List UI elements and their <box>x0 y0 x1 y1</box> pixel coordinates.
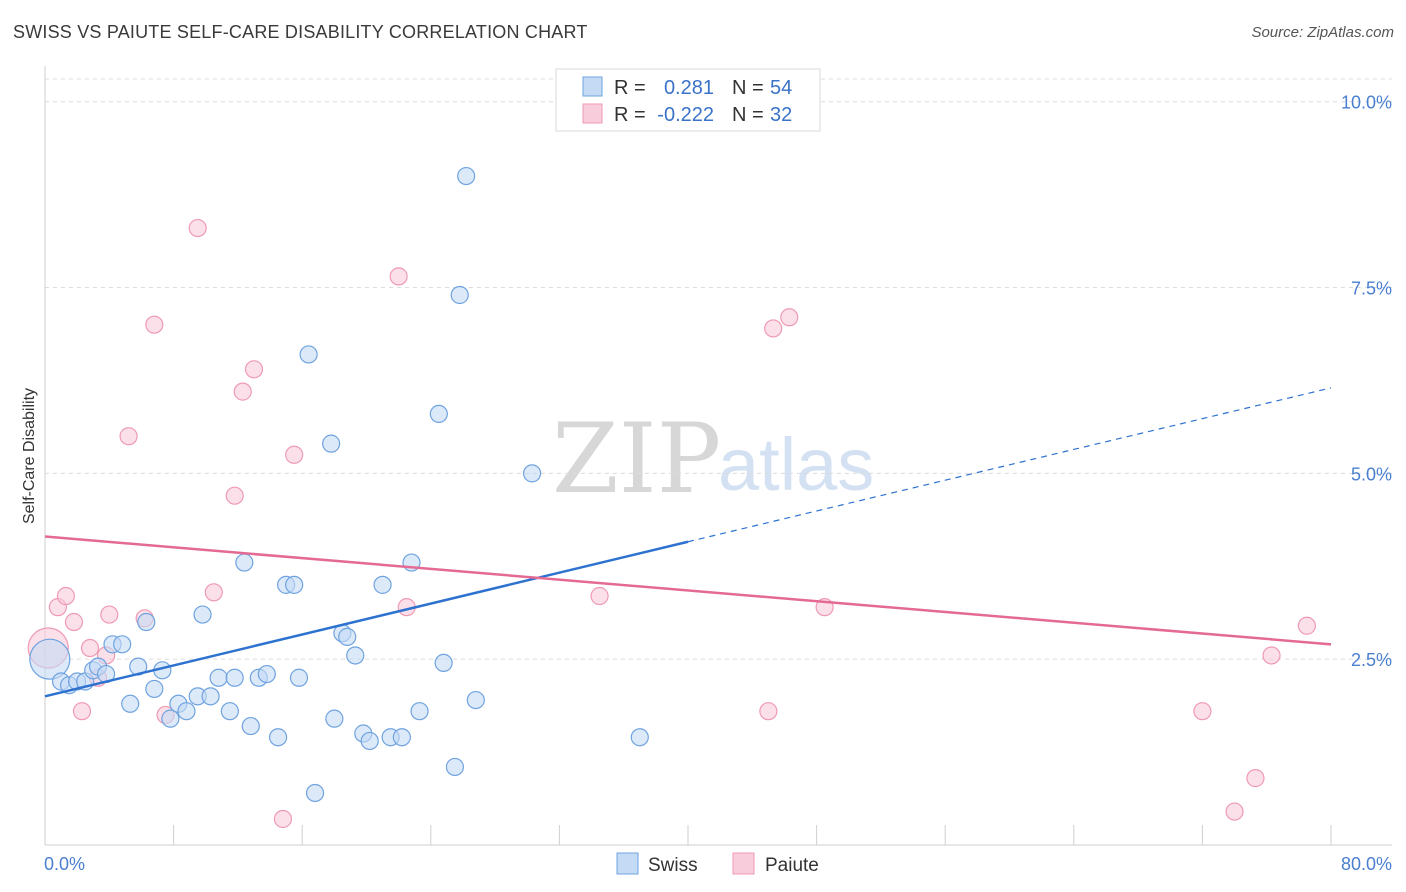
swiss-point-51 <box>466 690 485 710</box>
swiss-point-23 <box>225 668 244 687</box>
x-tick-label-max: 80.0% <box>1341 854 1392 874</box>
paiute-point-5 <box>80 638 100 658</box>
legend-r-label-paiute: R = <box>614 104 646 126</box>
paiute-point-23 <box>759 702 778 721</box>
y-tick-label-3: 10.0% <box>1341 93 1392 113</box>
axes <box>44 66 1392 846</box>
paiute-point-11 <box>145 315 164 334</box>
watermark-zip: ZIP <box>552 403 721 515</box>
swiss-point-9 <box>113 635 132 654</box>
paiute-point-25 <box>780 308 799 327</box>
swiss-point-41 <box>373 575 392 594</box>
paiute-point-28 <box>1225 802 1244 821</box>
paiute-point-16 <box>233 382 252 401</box>
paiute-point-31 <box>1297 616 1316 635</box>
swiss-point-53 <box>630 728 649 747</box>
paiute-point-30 <box>1262 646 1281 665</box>
paiute-point-3 <box>64 612 84 632</box>
swiss-point-49 <box>450 285 469 305</box>
swiss-point-33 <box>305 783 325 803</box>
swiss-point-45 <box>410 702 429 721</box>
legend-r-value-swiss: 0.281 <box>664 77 714 99</box>
swiss-trend-extension <box>687 387 1332 543</box>
legend-n-value-paiute: 32 <box>770 104 792 126</box>
paiute-point-27 <box>1193 702 1212 721</box>
paiute-point-18 <box>273 809 293 829</box>
swiss-point-38 <box>346 646 365 665</box>
paiute-point-9 <box>119 427 138 446</box>
swiss-point-22 <box>220 702 239 721</box>
paiute-point-2 <box>56 586 75 606</box>
series-legend: Swiss Paiute <box>616 852 819 876</box>
swiss-point-40 <box>360 731 379 751</box>
swiss-point-32 <box>299 345 318 364</box>
paiute-point-4 <box>72 702 92 721</box>
swiss-point-19 <box>193 605 212 624</box>
series-legend-label-swiss: Swiss <box>648 855 698 876</box>
paiute-point-15 <box>225 486 244 505</box>
y-tick-label-1: 5.0% <box>1351 464 1392 484</box>
legend-n-label-swiss: N = <box>732 77 764 99</box>
swiss-point-28 <box>268 728 288 747</box>
paiute-point-13 <box>188 218 207 238</box>
paiute-point-8 <box>100 605 119 624</box>
swiss-point-13 <box>145 679 164 699</box>
swiss-point-24 <box>235 553 254 572</box>
chart-title: SWISS VS PAIUTE SELF-CARE DISABILITY COR… <box>13 22 588 42</box>
paiute-point-14 <box>204 583 223 602</box>
paiute-point-19 <box>285 445 304 464</box>
swiss-point-48 <box>445 757 465 777</box>
series-legend-label-paiute: Paiute <box>765 855 819 876</box>
legend-swatch-swiss <box>582 76 603 97</box>
swiss-point-0 <box>29 638 71 680</box>
swiss-point-31 <box>289 668 309 687</box>
y-tick-label-0: 2.5% <box>1351 650 1392 670</box>
watermark: ZIP atlas <box>552 403 874 515</box>
series-legend-swatch-swiss <box>616 852 639 875</box>
series-legend-swatch-paiute <box>732 852 755 875</box>
swiss-point-47 <box>434 653 453 672</box>
x-tick-labels: 0.0% 80.0% <box>44 854 1392 874</box>
legend-r-label-swiss: R = <box>614 77 646 99</box>
legend-n-value-swiss: 54 <box>770 77 792 99</box>
legend-n-label-paiute: N = <box>732 104 764 126</box>
paiute-point-29 <box>1246 769 1265 788</box>
paiute-point-20 <box>389 267 408 286</box>
legend-swatch-paiute <box>582 103 603 124</box>
legend-r-value-paiute: -0.222 <box>657 104 714 126</box>
y-axis-label: Self-Care Disability <box>21 388 38 524</box>
swiss-point-20 <box>201 687 220 706</box>
swiss-trend-line <box>44 540 689 698</box>
swiss-point-34 <box>322 434 341 453</box>
y-tick-labels: 2.5% 5.0% 7.5% 10.0% <box>1341 93 1392 670</box>
swiss-point-43 <box>392 728 411 747</box>
swiss-point-52 <box>522 464 542 483</box>
y-tick-label-2: 7.5% <box>1351 279 1392 299</box>
x-tick-label-min: 0.0% <box>44 854 85 874</box>
swiss-point-50 <box>457 166 476 186</box>
swiss-point-21 <box>209 668 228 687</box>
swiss-point-27 <box>257 664 276 684</box>
paiute-point-24 <box>764 319 783 338</box>
swiss-point-10 <box>121 694 140 713</box>
paiute-point-22 <box>590 586 609 606</box>
paiute-trend-line <box>44 535 1332 646</box>
paiute-points <box>27 218 1316 829</box>
swiss-point-17 <box>177 702 196 721</box>
swiss-point-25 <box>241 716 260 736</box>
swiss-point-46 <box>429 404 448 424</box>
swiss-point-30 <box>285 575 304 594</box>
swiss-point-12 <box>137 612 156 632</box>
watermark-atlas: atlas <box>718 423 874 506</box>
swiss-point-35 <box>325 709 344 728</box>
swiss-point-37 <box>338 627 357 646</box>
trend-lines <box>44 387 1332 698</box>
swiss-points <box>29 166 649 803</box>
paiute-point-17 <box>244 360 264 379</box>
swiss-point-15 <box>161 709 180 728</box>
stats-legend: R = 0.281 N = 54 R = -0.222 N = 32 <box>555 68 821 132</box>
source-credit: Source: ZipAtlas.com <box>1251 24 1394 41</box>
